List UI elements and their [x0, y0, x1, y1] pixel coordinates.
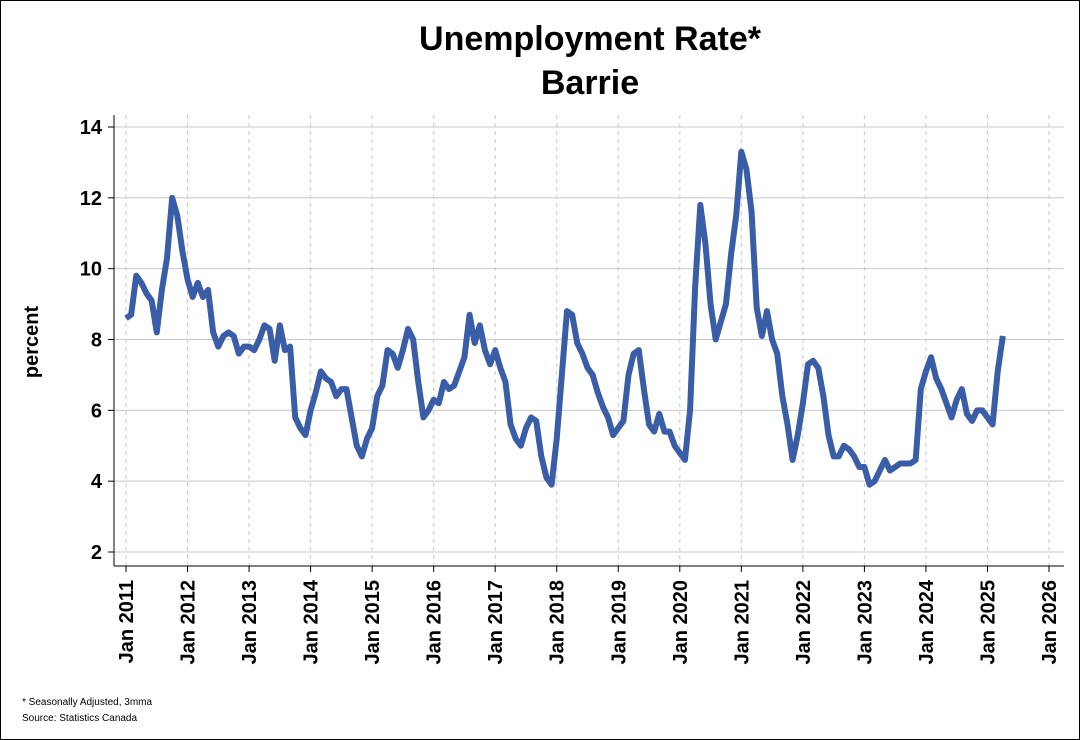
x-tick-label: Jan 2023 — [854, 580, 876, 665]
x-tick-label: Jan 2016 — [424, 580, 446, 665]
y-tick-label: 4 — [91, 471, 103, 493]
series-line — [124, 148, 1006, 488]
footnote-seasonal: * Seasonally Adjusted, 3mma — [22, 697, 153, 708]
x-tick-label: Jan 2012 — [178, 580, 200, 665]
x-tick-label: Jan 2021 — [731, 580, 753, 665]
x-tick-label: Jan 2026 — [1039, 580, 1061, 665]
x-tick-label: Jan 2022 — [793, 580, 815, 665]
y-axis-label: percent — [21, 306, 43, 379]
axes: 2 4 6 8 10 12 14 Jan 2011 Jan 2012 Jan 2013 Jan 20… — [80, 115, 1064, 665]
x-tick-label: Jan 2011 — [116, 580, 138, 663]
x-tick-label: Jan 2020 — [670, 580, 692, 665]
series-layer — [124, 148, 1006, 488]
footnote-source: Source: Statistics Canada — [22, 713, 138, 724]
grid — [114, 115, 1064, 566]
x-tick-label: Jan 2019 — [608, 580, 630, 665]
x-tick-label: Jan 2017 — [485, 580, 507, 665]
y-tick-label: 6 — [91, 400, 102, 422]
chart-title: Unemployment Rate* — [419, 20, 762, 58]
x-tick-label: Jan 2018 — [547, 580, 569, 665]
x-tick-label: Jan 2025 — [977, 580, 999, 665]
x-tick-label: Jan 2014 — [301, 579, 323, 664]
chart-subtitle: Barrie — [541, 64, 639, 102]
y-tick-label: 2 — [91, 542, 102, 564]
x-tick-label: Jan 2015 — [362, 580, 384, 665]
y-tick-label: 10 — [80, 259, 102, 281]
y-tick-label: 12 — [80, 188, 102, 210]
y-tick-label: 14 — [80, 117, 103, 139]
x-tick-label: Jan 2013 — [239, 580, 261, 665]
y-tick-label: 8 — [91, 330, 102, 352]
x-tick-label: Jan 2024 — [916, 579, 938, 664]
